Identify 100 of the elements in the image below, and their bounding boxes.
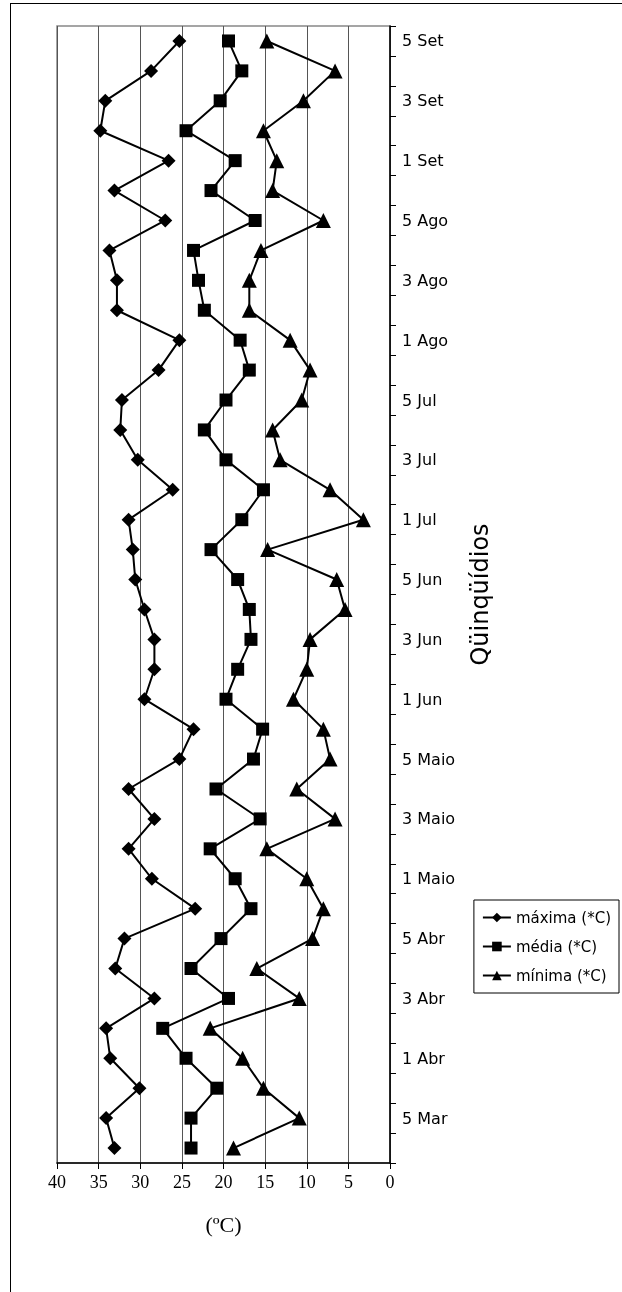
point: [147, 811, 162, 826]
point: [186, 722, 201, 737]
y-tick-label: 5 Abr: [402, 929, 446, 949]
point: [337, 601, 353, 617]
point: [172, 33, 187, 48]
point: [184, 962, 198, 976]
point: [209, 782, 223, 796]
x-tick-label: 35: [89, 1172, 108, 1192]
point: [128, 572, 143, 587]
x-tick-label: 25: [172, 1172, 191, 1192]
point: [221, 34, 235, 48]
point: [295, 93, 311, 109]
y-tick-label: 5 Mar: [402, 1108, 448, 1128]
point: [188, 901, 203, 916]
point: [137, 692, 152, 707]
point: [253, 812, 267, 826]
point: [158, 213, 173, 228]
y-tick-label: 1 Jun: [402, 689, 443, 709]
point: [265, 422, 281, 438]
point: [249, 961, 265, 977]
point: [253, 242, 269, 258]
point: [235, 513, 249, 527]
point: [272, 452, 288, 468]
point: [231, 662, 245, 676]
point: [269, 153, 285, 169]
point: [165, 482, 180, 497]
point: [184, 1111, 198, 1125]
point: [315, 721, 331, 737]
point: [98, 93, 113, 108]
point: [282, 332, 298, 348]
point: [231, 573, 245, 587]
point: [108, 961, 123, 976]
point: [255, 1080, 271, 1096]
point: [294, 392, 310, 408]
y-tick-label: 5 Set: [402, 31, 444, 51]
point: [151, 363, 166, 378]
point: [221, 991, 235, 1005]
y-tick-label: 5 Ago: [402, 210, 449, 230]
x-axis-title: (ºC): [205, 1211, 242, 1237]
point: [184, 1141, 198, 1155]
point: [121, 512, 136, 527]
point: [144, 63, 159, 78]
point: [291, 1110, 307, 1126]
point: [327, 63, 343, 79]
y-tick-label: 3 Jun: [402, 629, 443, 649]
point: [117, 931, 132, 946]
y-tick-label: 1 Jul: [402, 510, 437, 530]
point: [107, 1141, 122, 1156]
y-tick-label: 5 Maio: [402, 749, 456, 769]
y-axis-title: Qüinqüídios: [466, 523, 494, 666]
y-tick-label: 3 Set: [402, 91, 444, 111]
point: [259, 841, 275, 857]
point: [147, 991, 162, 1006]
point: [179, 1051, 193, 1065]
point: [289, 781, 305, 797]
point: [147, 632, 162, 647]
point: [121, 781, 136, 796]
point: [235, 1050, 251, 1066]
point: [305, 931, 321, 947]
point: [197, 303, 211, 317]
x-tick-label: 15: [256, 1172, 275, 1192]
point: [244, 632, 258, 646]
point: [291, 990, 307, 1006]
legend-label: média (*C): [515, 937, 598, 956]
point: [113, 422, 128, 437]
point: [233, 333, 247, 347]
point: [172, 333, 187, 348]
point: [302, 362, 318, 378]
point: [241, 302, 257, 318]
point: [99, 1021, 114, 1036]
point: [109, 303, 124, 318]
point: [219, 453, 233, 467]
y-tick-label: 1 Abr: [402, 1048, 446, 1068]
point: [329, 572, 345, 588]
point: [204, 543, 218, 557]
point: [214, 932, 228, 946]
y-tick-label: 3 Jul: [402, 450, 437, 470]
point: [203, 842, 217, 856]
point: [103, 1051, 118, 1066]
point: [219, 393, 233, 407]
point: [204, 184, 218, 198]
point: [147, 662, 162, 677]
point: [219, 692, 233, 706]
point: [259, 33, 275, 49]
point: [161, 153, 176, 168]
y-tick-label: 1 Maio: [402, 869, 456, 889]
point: [99, 1111, 114, 1126]
point: [248, 213, 262, 227]
point: [302, 631, 318, 647]
point: [256, 483, 270, 497]
point: [299, 871, 315, 887]
legend-label: máxima (*C): [515, 908, 612, 927]
x-tick-label: 40: [48, 1172, 66, 1192]
y-tick-label: 5 Jun: [402, 570, 443, 590]
point: [255, 123, 271, 139]
point: [242, 363, 256, 377]
y-tick-label: 1 Ago: [402, 330, 449, 350]
point: [179, 124, 193, 138]
point: [93, 123, 108, 138]
point: [256, 722, 270, 736]
